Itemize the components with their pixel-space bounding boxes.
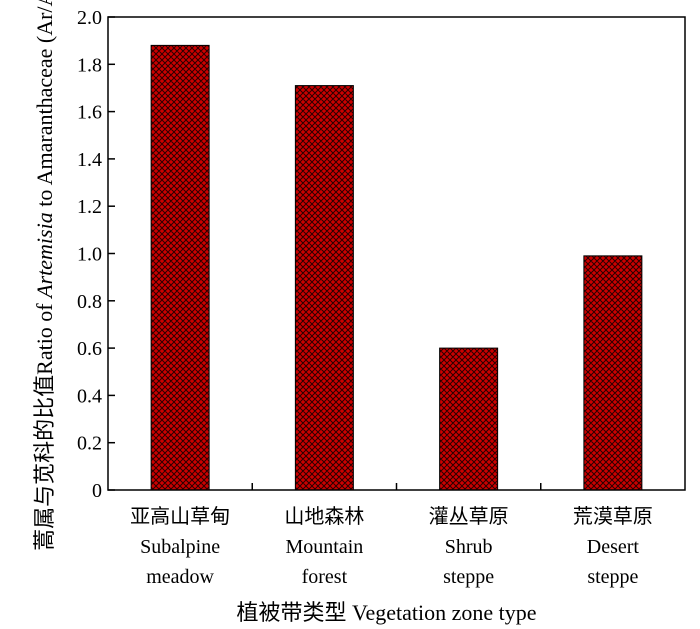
x-category-label-en1: Desert: [587, 536, 640, 558]
x-category-label-cn: 荒漠草原: [573, 505, 653, 528]
x-category-label-en1: Shrub: [445, 536, 493, 558]
y-axis-title-en-prefix: Ratio of: [32, 298, 57, 375]
plot-area: [107, 16, 686, 491]
x-category-label-en2: steppe: [443, 566, 494, 588]
bar-2: [294, 85, 354, 491]
y-tick-label: 0.4: [77, 385, 102, 407]
y-tick-label: 1.8: [77, 54, 102, 76]
y-tick-label: 0.8: [77, 291, 102, 313]
x-category-label-cn: 山地森林: [284, 505, 364, 528]
y-axis-title-en-italic: Artemisia: [32, 212, 57, 300]
x-axis-category-labels: 亚高山草甸 Subalpine meadow 山地森林 Mountain forest 灌丛…: [130, 483, 653, 588]
x-axis-title: 植被带类型 Vegetation zone type: [237, 600, 537, 625]
y-tick-label: 0.2: [77, 433, 102, 455]
bar-1: [150, 44, 210, 491]
y-axis-title-cn: 蒿属与苋科的比值: [32, 375, 57, 551]
x-category-label-en1: Mountain: [285, 536, 363, 558]
x-category-label-en2: forest: [302, 566, 348, 588]
y-tick-label: 1.4: [77, 149, 102, 171]
y-tick-label: 1.6: [77, 102, 102, 124]
x-category-label-cn: 灌丛草原: [429, 505, 509, 528]
bar-3: [439, 347, 499, 491]
y-axis-title-en-suffix: to Amaranthaceae (Ar/Am): [32, 0, 57, 212]
y-axis-title: 蒿属与苋科的比值Ratio of Artemisia to Amaranthac…: [32, 0, 57, 551]
bar-4: [583, 255, 643, 491]
x-category-label-cn: 亚高山草甸: [130, 505, 230, 528]
x-category-label-en2: steppe: [587, 566, 638, 588]
x-category-label-en1: Subalpine: [140, 536, 220, 558]
y-axis-ticks: 0 0.2 0.4 0.6 0.8 1.0 1.2 1.4 1.6 1.8 2.0: [77, 7, 115, 502]
y-tick-label: 1.0: [77, 244, 102, 266]
y-tick-label: 0.6: [77, 338, 102, 360]
y-tick-label: 1.2: [77, 196, 102, 218]
y-tick-label: 2.0: [77, 7, 102, 29]
y-tick-label: 0: [92, 480, 102, 502]
x-category-label-en2: meadow: [146, 566, 214, 588]
